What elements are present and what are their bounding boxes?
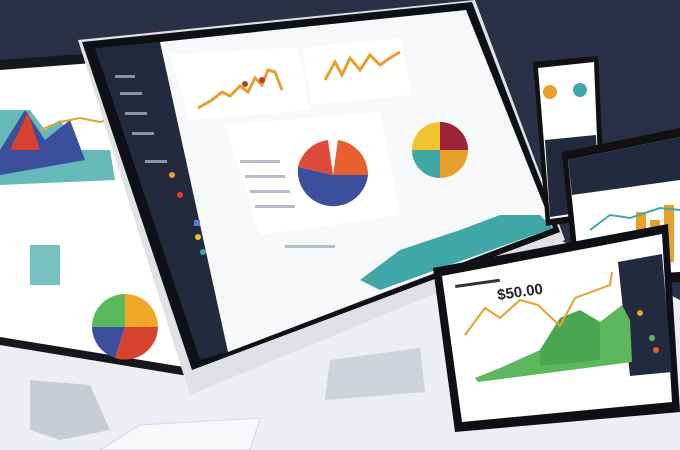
sidebar-item[interactable] (115, 75, 135, 78)
data-point (242, 81, 248, 87)
main-monitor-stand (325, 348, 425, 400)
sidebar (95, 42, 228, 360)
sidebar-item-icon (169, 172, 175, 178)
line-chart-series (197, 68, 284, 110)
line-chart (589, 206, 680, 231)
pie-chart (92, 294, 158, 360)
pie-chart (297, 140, 369, 207)
line-chart-card-2 (302, 38, 412, 105)
sidebar-item-icon (194, 220, 200, 226)
keyboard (99, 417, 261, 450)
sidebar-item[interactable] (120, 92, 142, 95)
phone-gauge (543, 85, 557, 99)
area-chart-red (10, 112, 40, 150)
donut-chart (412, 122, 468, 178)
area-chart (360, 215, 553, 290)
front-tablet: $50.00 (433, 224, 680, 432)
line-chart-card (170, 47, 310, 120)
front-tablet-sidebar (618, 254, 672, 376)
sidebar-item-icon (177, 192, 183, 198)
sidebar-item-icon (200, 249, 206, 255)
headline-value: $50.00 (496, 281, 544, 304)
sidebar-item-icon (195, 234, 201, 240)
phone-gauge (573, 83, 587, 97)
bar-chart (30, 245, 60, 285)
tablet-title (455, 278, 500, 288)
left-monitor-stand (30, 380, 110, 440)
sidebar-item[interactable] (145, 160, 167, 163)
sidebar-item[interactable] (132, 132, 154, 135)
main-monitor (78, 0, 565, 400)
sidebar-item[interactable] (125, 112, 147, 115)
line-chart-series-2 (323, 50, 401, 81)
legend-list (240, 160, 335, 248)
sidebar-menu (115, 75, 206, 255)
line-chart-orange (464, 271, 613, 336)
data-point (259, 77, 265, 83)
